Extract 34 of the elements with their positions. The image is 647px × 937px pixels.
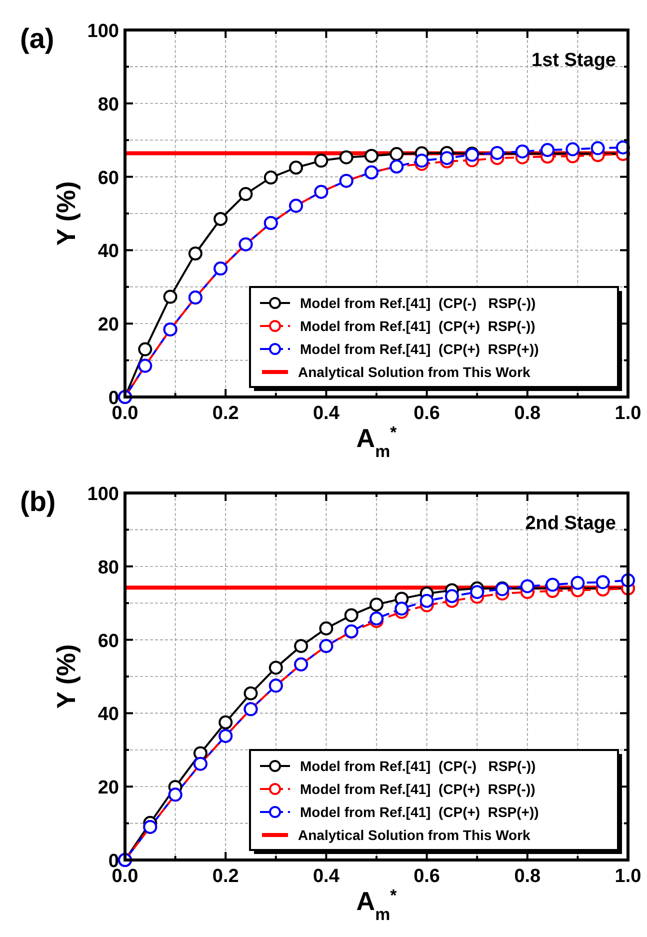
- y-tick-label: 60: [98, 168, 119, 189]
- x-tick-label: 1.0: [614, 866, 642, 887]
- x-tick-label: 0.6: [414, 403, 440, 424]
- y-tick-label: 20: [98, 314, 119, 336]
- y-tick-label: 20: [98, 778, 119, 799]
- x-tick-label: 0.4: [312, 403, 340, 424]
- y-axis-title: Y (%): [51, 181, 81, 246]
- annotation: 2nd Stage: [525, 513, 616, 534]
- y-tick-label: 40: [98, 704, 119, 726]
- y-tick-label: 80: [98, 557, 119, 578]
- x-tick-label: 0.2: [212, 866, 239, 887]
- y-tick-label: 40: [98, 241, 119, 262]
- chart-title: (b): [20, 486, 56, 517]
- x-tick-label: 0.6: [414, 866, 440, 887]
- y-tick-label: 100: [87, 484, 119, 505]
- y-tick-label: 60: [98, 630, 119, 652]
- x-tick-label: 0.8: [514, 403, 541, 424]
- legend-label: Analytical Solution from This Work: [298, 827, 531, 843]
- y-tick-label: 80: [98, 94, 119, 116]
- annotation: 1st Stage: [532, 50, 616, 71]
- legend-label: Model from Ref.[41] (CP(+) RSP(-)): [300, 781, 536, 797]
- x-tick-label: 0.2: [212, 403, 239, 424]
- legend-label: Model from Ref.[41] (CP(-) RSP(-)): [300, 295, 536, 311]
- y-axis-title: Y (%): [51, 644, 81, 709]
- y-tick-label: 100: [87, 21, 119, 42]
- legend-label: Model from Ref.[41] (CP(+) RSP(-)): [300, 318, 536, 334]
- chart-title: (a): [20, 23, 54, 54]
- x-tick-label: 0.4: [312, 866, 340, 887]
- legend-label: Model from Ref.[41] (CP(+) RSP(+)): [300, 804, 539, 820]
- legend-label: Model from Ref.[41] (CP(+) RSP(+)): [300, 341, 539, 357]
- legend-label: Model from Ref.[41] (CP(-) RSP(-)): [300, 758, 536, 774]
- x-tick-label: 1.0: [614, 403, 642, 424]
- x-tick-label: 0.8: [514, 866, 541, 887]
- legend-label: Analytical Solution from This Work: [298, 364, 531, 380]
